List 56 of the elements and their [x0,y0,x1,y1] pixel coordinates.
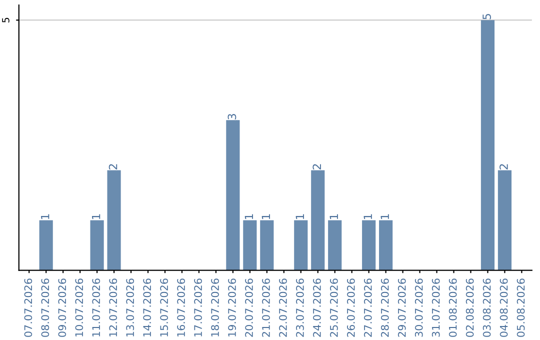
bar [480,20,495,270]
bar [311,170,325,270]
data-label: 1 [41,214,50,220]
data-label: 1 [262,214,270,220]
bar [294,220,308,270]
x-tick-label: 14.07.2026 [143,278,152,336]
x-tick-label: 20.07.2026 [245,278,253,337]
x-tick-label: 17.07.2026 [194,278,202,336]
bar [362,220,376,270]
x-tick-label: 13.07.2026 [126,278,134,336]
x-tick-label: 03.08.2026 [482,278,491,337]
bar [498,170,512,270]
bar [107,170,121,270]
x-tick-label: 31.07.2026 [432,278,440,337]
x-tick-label: 07.07.2026 [24,278,32,337]
x-tick-label: 28.07.2026 [380,278,389,337]
x-tick-label: 09.07.2026 [58,278,66,337]
x-tick-label: 21.07.2026 [262,278,270,337]
data-label: 2 [108,164,118,170]
x-tick-label: 22.07.2026 [279,278,287,337]
data-label: 1 [92,214,100,220]
x-tick-label: 16.07.2026 [177,278,185,336]
x-tick-label: 29.07.2026 [398,278,406,337]
bar [226,120,240,270]
bar [39,220,53,270]
x-tick-label: 26.07.2026 [346,278,355,337]
data-label: 2 [312,164,321,170]
data-label: 1 [364,214,372,220]
data-label: 3 [228,114,236,120]
x-tick-label: 23.07.2026 [296,278,304,337]
x-tick-label: 30.07.2026 [414,278,423,337]
bar [379,220,393,270]
x-tick-label: 25.07.2026 [330,278,338,337]
x-tick-label: 12.07.2026 [109,278,118,336]
bar [243,220,257,270]
bar [260,220,274,270]
x-tick-label: 27.07.2026 [364,278,372,337]
x-tick-label: 19.07.2026 [228,278,236,336]
x-tick-label: 02.08.2026 [466,278,474,337]
bar [90,220,104,270]
x-tick-label: 05.08.2026 [516,278,525,337]
data-label: 1 [244,214,253,220]
x-tick-label: 01.08.2026 [448,278,457,337]
data-label: 1 [296,214,304,220]
x-tick-label: 11.07.2026 [92,278,100,336]
data-label: 5 [482,14,491,20]
x-tick-label: 04.08.2026 [500,278,508,337]
bar [328,220,342,270]
x-tick-label: 10.07.2026 [75,278,84,336]
data-label: 1 [380,214,389,220]
data-label: 2 [500,164,508,170]
data-label: 1 [330,214,338,220]
x-tick-label: 18.07.2026 [211,278,219,336]
x-tick-label: 15.07.2026 [160,278,168,336]
x-tick-label: 08.07.2026 [41,278,50,337]
x-tick-label: 24.07.2026 [313,278,321,337]
